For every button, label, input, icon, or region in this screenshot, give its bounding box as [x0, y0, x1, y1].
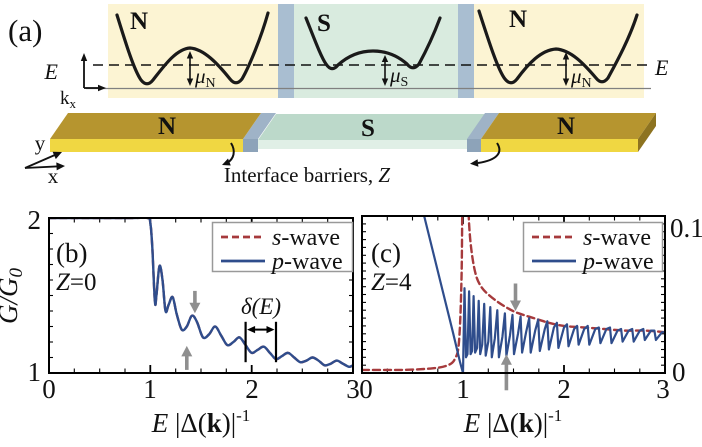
c-xtick-0: 0 — [359, 374, 373, 404]
band-curve-n-left — [115, 11, 270, 86]
b-legend-label-swave: s-wave — [272, 225, 340, 251]
slab-n-right-top — [481, 113, 656, 139]
slab-label-s: S — [361, 115, 375, 142]
mu-s-arrow — [381, 55, 389, 86]
slab-n-right-side — [638, 113, 656, 152]
b-ytick-2: 2 — [28, 205, 42, 235]
b-legend-label-pwave: p-wave — [270, 249, 343, 275]
coord-y-label: y — [35, 131, 46, 155]
c-ytick-0: 0 — [672, 357, 686, 387]
band-curve-s — [304, 16, 442, 71]
delta-arrow-head — [247, 326, 256, 334]
band-region-n-left — [108, 4, 278, 98]
b-delta-label: δ(E) — [241, 294, 281, 319]
panel-b-chart: 0 1 2 3 2 1 G/G0 E |Δ(k)|-1 (b) Z=0 δ(E)… — [0, 205, 360, 438]
slab-s-front — [258, 140, 467, 149]
guide-arrow-head — [500, 354, 512, 365]
c-legend-box — [522, 221, 664, 273]
delta-arrow-head — [266, 326, 275, 334]
b-ytick-1: 1 — [28, 357, 42, 387]
c-z-annotation: Z=4 — [371, 269, 412, 296]
coord-x-label: x — [48, 164, 59, 188]
mu-n-right-label: μN — [570, 64, 592, 91]
b-z-annotation: Z=0 — [56, 269, 97, 296]
barrier-pointer-left — [222, 142, 235, 166]
c-xtick-1: 1 — [456, 374, 470, 404]
guide-arrow-head — [181, 345, 193, 357]
band-curve-n-right — [477, 9, 639, 85]
slab-barrier-right-top — [467, 113, 499, 139]
energy-axis-label: E — [44, 59, 59, 84]
slab-n-left-top — [50, 113, 261, 139]
panel-b-plot-dynamic — [48, 217, 354, 374]
c-xtick-3: 3 — [656, 374, 670, 404]
mu-n-left-arrow — [186, 51, 194, 86]
b-xtick-0: 0 — [42, 374, 56, 404]
slab-s-top — [258, 114, 485, 140]
panel-a-label: (a) — [8, 13, 42, 48]
coordinate-axes — [24, 151, 65, 171]
panel-c-chart: 0 1 2 3 0.1 0 E |Δ(k)|-1 (c) Z=4 s-wave … — [359, 213, 702, 438]
b-xtick-3: 3 — [346, 374, 360, 404]
band-barrier-left — [278, 4, 294, 98]
energy-axis — [80, 53, 106, 92]
slab-barrier-right-front — [467, 139, 481, 152]
slab-label-n-right: N — [557, 113, 575, 140]
band-barrier-right — [458, 4, 474, 98]
c-xtick-2: 2 — [557, 374, 571, 404]
band-label-n-left: N — [130, 8, 148, 35]
mu-n-right-arrow — [562, 52, 570, 86]
kx-axis-label: kx — [60, 88, 77, 111]
c-xlabel: E |Δ(k)|-1 — [463, 406, 563, 438]
slab-schematic — [50, 113, 656, 152]
b-xtick-1: 1 — [143, 374, 157, 404]
b-xtick-2: 2 — [245, 374, 259, 404]
guide-arrow-head — [189, 302, 201, 314]
band-label-s: S — [317, 10, 331, 37]
band-label-n-right: N — [509, 6, 527, 33]
slab-label-n-left: N — [158, 113, 176, 140]
barrier-pointer-right — [470, 142, 501, 167]
c-legend-label-swave: s-wave — [583, 225, 651, 251]
interface-barriers-caption: Interface barriers, Z — [224, 163, 390, 187]
panel-a-schematic: (a) N S N μN μS — [8, 4, 669, 188]
fermi-level-label-right: E — [654, 55, 669, 80]
c-ytick-01: 0.1 — [670, 213, 702, 243]
b-panel-letter: (b) — [56, 238, 87, 268]
plot-frame-b — [48, 217, 354, 374]
slab-n-left-front — [50, 139, 243, 152]
c-legend-label-pwave: p-wave — [581, 249, 654, 275]
b-legend-box — [211, 221, 354, 273]
plot-frame-c — [361, 215, 666, 374]
slab-barrier-left-top — [243, 113, 276, 139]
slab-barrier-left-front — [243, 139, 258, 152]
mu-n-left-label: μN — [194, 64, 216, 91]
series-p-wave — [49, 218, 353, 369]
c-panel-letter: (c) — [371, 238, 401, 268]
series-p-wave — [423, 216, 665, 373]
slab-n-right-front — [481, 139, 638, 152]
b-legend: s-wave p-wave — [211, 221, 354, 275]
mu-s-label: μS — [389, 63, 408, 90]
guide-arrow-head — [510, 300, 521, 311]
series-s-wave — [362, 216, 665, 372]
b-ylabel: G/G0 — [0, 268, 27, 325]
b-xlabel: E |Δ(k)|-1 — [151, 406, 251, 438]
c-legend: s-wave p-wave — [522, 221, 664, 275]
